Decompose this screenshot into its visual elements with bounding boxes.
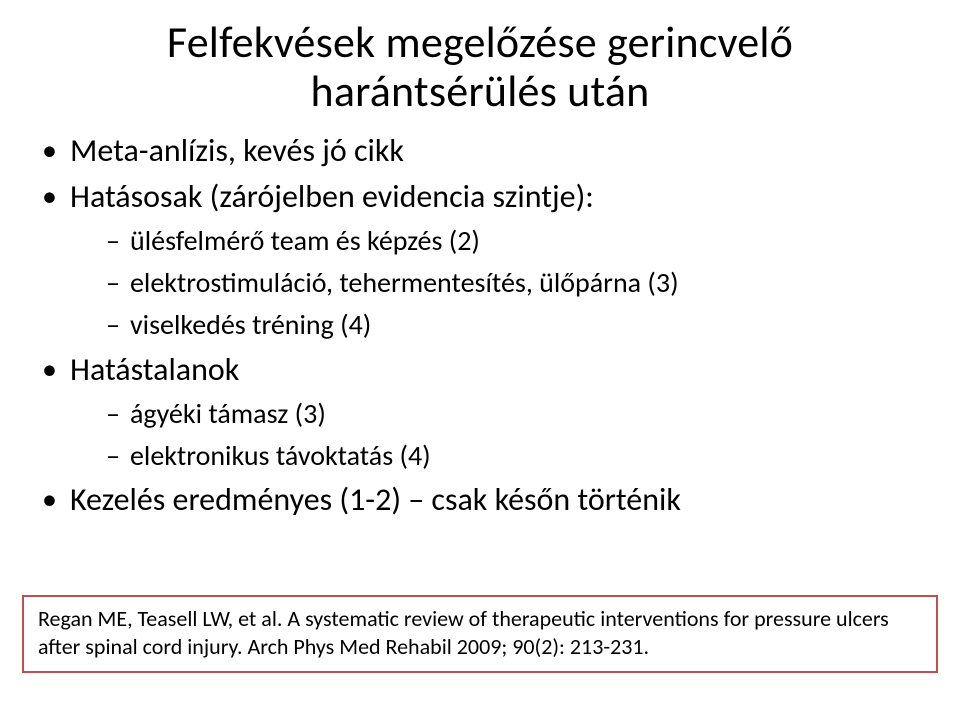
slide-container: Felfekvések megelőzése gerincvelő haránt… (0, 0, 960, 701)
slide-title: Felfekvések megelőzése gerincvelő haránt… (36, 18, 924, 117)
sub-bullet-item: elektrostimuláció, tehermentesítés, ülőp… (70, 264, 924, 302)
title-line-2: harántsérülés után (311, 64, 650, 118)
bullet-list: Meta-anlízis, kevés jó cikk Hatásosak (z… (36, 131, 924, 522)
title-line-1: Felfekvések megelőzése gerincvelő (167, 15, 793, 69)
bullet-text: Hatástalanok (70, 350, 239, 389)
bullet-text: Kezelés eredményes (1-2) – csak későn tö… (70, 480, 681, 519)
bullet-item: Hatásosak (zárójelben evidencia szintje)… (36, 177, 924, 343)
bullet-item: Kezelés eredményes (1-2) – csak későn tö… (36, 480, 924, 521)
bullet-text: Meta-anlízis, kevés jó cikk (70, 131, 404, 170)
sub-bullet-list: ágyéki támasz (3) elektronikus távoktatá… (70, 395, 924, 475)
sub-bullet-item: ülésfelmérő team és képzés (2) (70, 222, 924, 260)
sub-bullet-text: ülésfelmérő team és képzés (2) (130, 223, 480, 258)
sub-bullet-text: elektronikus távoktatás (4) (130, 438, 431, 473)
bullet-item: Meta-anlízis, kevés jó cikk (36, 131, 924, 172)
citation-box: Regan ME, Teasell LW, et al. A systemati… (22, 595, 938, 673)
citation-text: Regan ME, Teasell LW, et al. A systemati… (38, 605, 922, 661)
sub-bullet-item: ágyéki támasz (3) (70, 395, 924, 433)
sub-bullet-item: viselkedés tréning (4) (70, 306, 924, 344)
sub-bullet-text: ágyéki támasz (3) (130, 396, 326, 431)
sub-bullet-text: elektrostimuláció, tehermentesítés, ülőp… (130, 265, 679, 300)
sub-bullet-text: viselkedés tréning (4) (130, 307, 371, 342)
sub-bullet-list: ülésfelmérő team és képzés (2) elektrost… (70, 222, 924, 343)
bullet-text: Hatásosak (zárójelben evidencia szintje)… (70, 177, 594, 216)
sub-bullet-item: elektronikus távoktatás (4) (70, 437, 924, 475)
bullet-item: Hatástalanok ágyéki támasz (3) elektroni… (36, 350, 924, 475)
